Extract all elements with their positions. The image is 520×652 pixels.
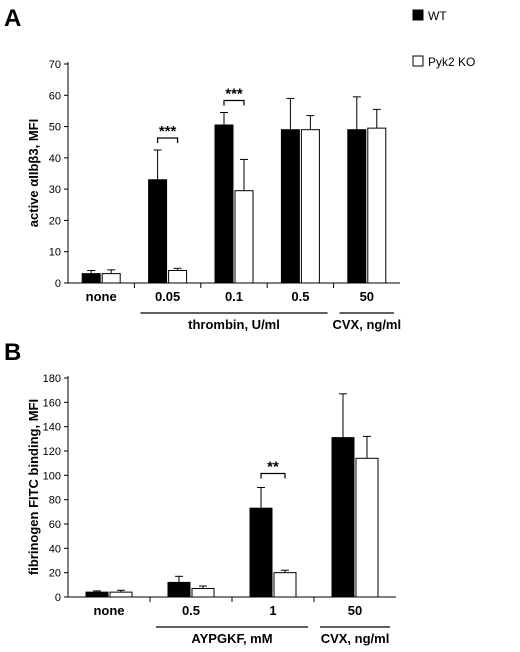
y-tick-label: 100 bbox=[43, 470, 61, 482]
bar-ko bbox=[168, 269, 188, 284]
significance-bracket bbox=[157, 137, 179, 144]
y-tick-label: 30 bbox=[49, 184, 61, 196]
bar-wt bbox=[347, 129, 367, 284]
y-tick-label: 50 bbox=[49, 122, 61, 134]
significance-stars: *** bbox=[159, 123, 177, 140]
category-label: 0.5 bbox=[291, 289, 309, 304]
y-tick-label: 60 bbox=[49, 519, 61, 531]
y-tick-label: 80 bbox=[49, 495, 61, 507]
y-axis-label-a: active αIIbβ3, MFI bbox=[26, 119, 41, 227]
bar-wt bbox=[214, 124, 234, 284]
significance-bracket bbox=[223, 99, 245, 106]
y-tick-label: 180 bbox=[43, 373, 61, 385]
group-label: CVX, ng/ml bbox=[332, 317, 401, 332]
y-tick-label: 10 bbox=[49, 247, 61, 259]
panel-letter-b: B bbox=[4, 339, 21, 366]
bar-ko bbox=[234, 190, 254, 284]
y-tick-label: 60 bbox=[49, 90, 61, 102]
panel-letter-a: A bbox=[4, 5, 21, 32]
group-label: CVX, ng/ml bbox=[321, 631, 390, 646]
bar-ko bbox=[191, 587, 215, 598]
y-tick-label: 70 bbox=[49, 59, 61, 71]
y-tick-label: 120 bbox=[43, 446, 61, 458]
category-label: none bbox=[93, 603, 124, 618]
bar-ko bbox=[300, 129, 320, 284]
y-tick-label: 0 bbox=[55, 592, 61, 604]
category-label: 1 bbox=[269, 603, 276, 618]
bar-wt bbox=[148, 179, 168, 284]
significance-stars: *** bbox=[225, 85, 243, 102]
bar-wt bbox=[249, 507, 273, 598]
bar-ko bbox=[101, 273, 121, 284]
group-label: AYPGKF, mM bbox=[191, 631, 272, 646]
bar-wt bbox=[85, 591, 109, 598]
bar-ko bbox=[355, 457, 379, 598]
significance-stars: ** bbox=[267, 459, 279, 476]
legend-ko-label: Pyk2 KO bbox=[428, 55, 475, 69]
y-tick-label: 40 bbox=[49, 153, 61, 165]
y-tick-label: 160 bbox=[43, 397, 61, 409]
category-label: 0.1 bbox=[225, 289, 243, 304]
legend-wt-label: WT bbox=[428, 9, 447, 23]
category-label: 0.5 bbox=[182, 603, 200, 618]
chart-panel-b: 0 20 40 60 80 100 120 140 160 180 none 0.5 1 50 AYPGKF… bbox=[43, 373, 396, 646]
category-label: 50 bbox=[348, 603, 362, 618]
y-tick-label: 140 bbox=[43, 422, 61, 434]
significance-bracket bbox=[260, 472, 286, 479]
y-axis-label-b: fibrinogen FITC binding, MFI bbox=[26, 399, 41, 575]
legend-ko-swatch bbox=[412, 55, 424, 67]
y-tick-label: 0 bbox=[55, 278, 61, 290]
bar-ko bbox=[367, 127, 387, 284]
bar-ko bbox=[109, 591, 133, 598]
bar-ko bbox=[273, 572, 297, 598]
legend: WT Pyk2 KO bbox=[412, 9, 475, 69]
bar-wt bbox=[280, 129, 300, 284]
bar-wt bbox=[331, 437, 355, 598]
category-label: 50 bbox=[360, 289, 374, 304]
chart-panel-a: 0 10 20 30 40 50 60 70 none 0.05 0.1 0.5 50 thrombin,… bbox=[49, 59, 401, 332]
category-label: none bbox=[86, 289, 117, 304]
y-tick-label: 40 bbox=[49, 543, 61, 555]
bar-wt bbox=[81, 273, 101, 284]
group-label: thrombin, U/ml bbox=[188, 317, 280, 332]
bar-wt bbox=[167, 581, 191, 598]
y-tick-label: 20 bbox=[49, 568, 61, 580]
y-tick-label: 20 bbox=[49, 215, 61, 227]
category-label: 0.05 bbox=[155, 289, 180, 304]
legend-wt-swatch bbox=[412, 9, 424, 21]
